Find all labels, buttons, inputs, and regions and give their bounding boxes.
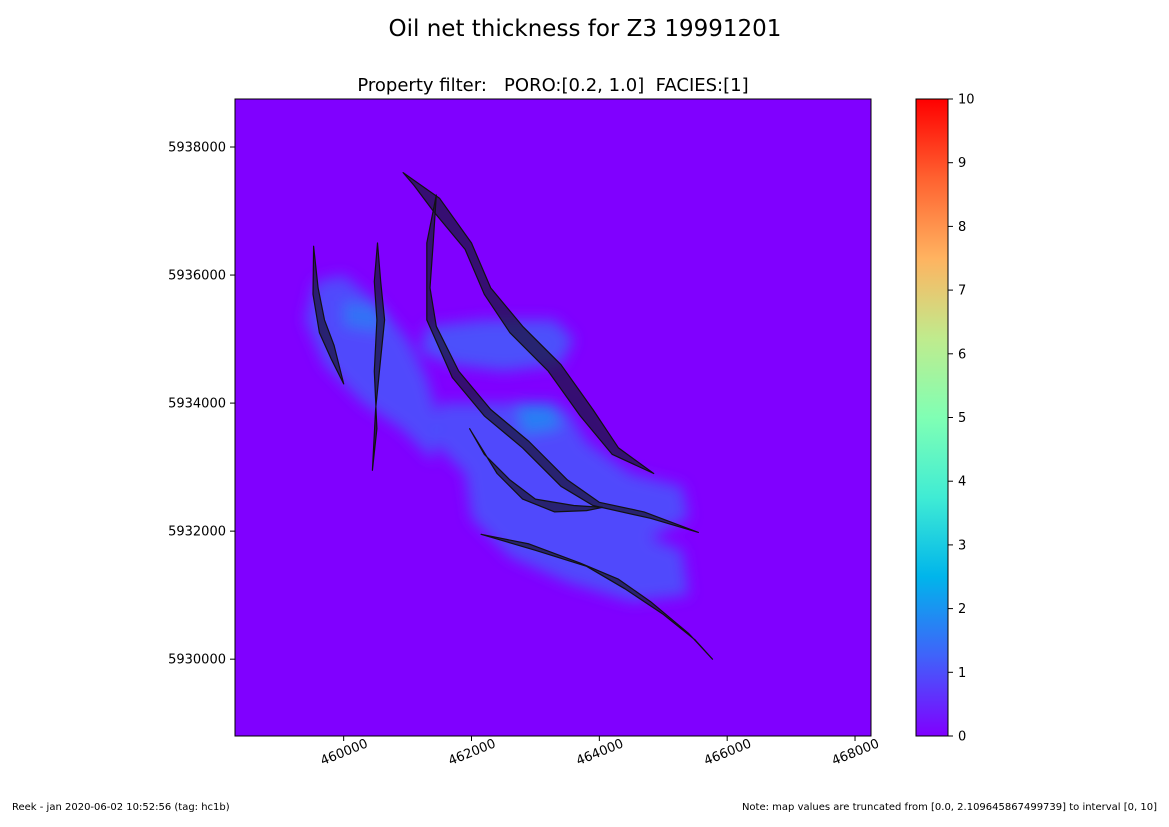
colorbar-tick-label: 9 [958,156,966,171]
y-axis: 5930000 5932000 5934000 5936000 5938000 [168,141,235,668]
thickness-zone-west-lobe [305,275,440,461]
y-tick-label: 5936000 [168,269,226,284]
x-tick-label: 460000 [319,737,371,770]
x-tick-label: 464000 [574,737,626,770]
colorbar-tick-label: 8 [958,220,966,235]
y-tick-label: 5930000 [168,653,226,668]
plot-area: 460000 462000 464000 466000 468000 593000059… [168,98,882,769]
fault-3 [402,172,655,475]
footer-right: Note: map values are truncated from [0.0… [741,802,1157,813]
y-tick-label: 5934000 [168,397,226,412]
x-tick-label: 468000 [830,737,882,770]
y-tick-label: 5938000 [168,141,226,156]
thickness-zone-west-hotspot [343,300,382,333]
thickness-zone-central-hotspot [516,403,561,436]
fault-5 [469,428,604,513]
colorbar-tick-label: 7 [958,284,966,299]
colorbar-tick-label: 2 [958,602,966,617]
colorbar-tick-label: 0 [958,730,966,745]
fault-1 [312,245,345,385]
y-tick-label: 5932000 [168,525,226,540]
footer-left: Reek - jan 2020-06-02 10:52:56 (tag: hc1… [12,802,230,813]
colorbar-tick-label: 10 [958,93,975,108]
colorbar-ticks: 0 1 2 3 4 5 6 7 8 9 10 [948,93,975,745]
plot-frame [234,98,872,737]
x-tick-label: 466000 [702,737,754,770]
colorbar-tick-label: 1 [958,666,966,681]
figure-title: Oil net thickness for Z3 19991201 [389,16,782,42]
colorbar-tick-label: 3 [958,538,966,553]
fault-2 [371,242,386,471]
fault-polygons [312,172,714,660]
colorbar: 0 1 2 3 4 5 6 7 8 9 10 [915,93,975,745]
plot-subtitle: Property filter: PORO:[0.2, 1.0] FACIES:… [357,75,748,96]
colorbar-tick-label: 5 [958,411,966,426]
colorbar-gradient [915,98,949,737]
x-axis: 460000 462000 464000 466000 468000 [319,736,882,769]
colorbar-tick-label: 4 [958,475,966,490]
fault-4 [426,194,700,534]
thickness-zone-middle-body [433,403,689,602]
fault-6 [480,533,714,660]
x-tick-label: 462000 [446,737,498,770]
colorbar-tick-label: 6 [958,347,966,362]
